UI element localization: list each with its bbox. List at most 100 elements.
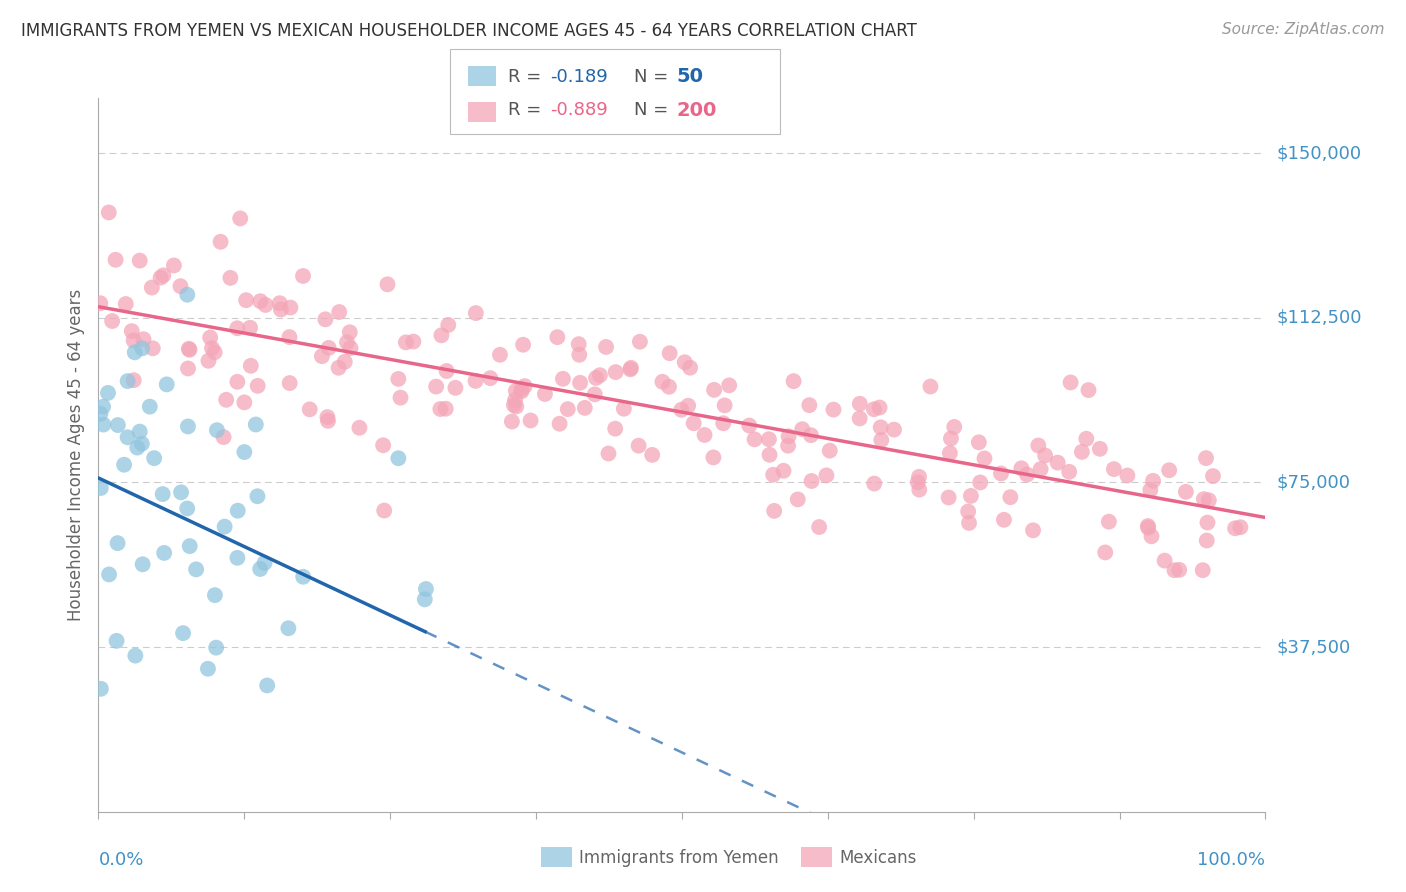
Point bbox=[143, 451, 166, 466]
Point bbox=[170, 485, 193, 500]
Text: R =: R = bbox=[508, 102, 547, 120]
Point bbox=[574, 401, 596, 415]
Point bbox=[104, 252, 127, 267]
Text: IMMIGRANTS FROM YEMEN VS MEXICAN HOUSEHOLDER INCOME AGES 45 - 64 YEARS CORRELATI: IMMIGRANTS FROM YEMEN VS MEXICAN HOUSEHO… bbox=[21, 22, 917, 40]
Point bbox=[229, 211, 252, 226]
Point bbox=[1195, 451, 1218, 466]
Point bbox=[377, 277, 399, 292]
Point bbox=[772, 464, 794, 478]
Point bbox=[226, 504, 249, 518]
Point bbox=[373, 438, 395, 452]
Point bbox=[1202, 469, 1225, 483]
Point bbox=[278, 330, 301, 344]
Point bbox=[863, 476, 886, 491]
Point bbox=[848, 411, 870, 425]
Point bbox=[204, 588, 226, 602]
Point bbox=[920, 379, 942, 393]
Point bbox=[90, 681, 112, 696]
Point bbox=[90, 481, 112, 495]
Point bbox=[505, 384, 527, 398]
Point bbox=[152, 268, 174, 283]
Point bbox=[993, 513, 1015, 527]
Point bbox=[163, 259, 186, 273]
Point bbox=[908, 470, 931, 484]
Point bbox=[177, 419, 200, 434]
Point bbox=[179, 343, 201, 357]
Point bbox=[589, 368, 612, 383]
Point bbox=[179, 539, 201, 553]
Point bbox=[197, 662, 219, 676]
Point bbox=[205, 423, 228, 437]
Point bbox=[430, 328, 453, 343]
Point bbox=[114, 297, 136, 311]
Text: Mexicans: Mexicans bbox=[839, 849, 917, 867]
Point bbox=[1116, 468, 1139, 483]
Point bbox=[939, 432, 962, 446]
Point bbox=[464, 374, 486, 388]
Point bbox=[464, 306, 486, 320]
Point bbox=[318, 341, 340, 355]
Point bbox=[489, 348, 512, 362]
Point bbox=[883, 423, 905, 437]
Point bbox=[127, 441, 149, 455]
Point bbox=[512, 337, 534, 351]
Point bbox=[585, 371, 607, 385]
Point bbox=[339, 341, 361, 355]
Point bbox=[1022, 524, 1045, 538]
Point bbox=[1163, 563, 1185, 577]
Point bbox=[122, 373, 145, 387]
Point bbox=[186, 562, 208, 576]
Point bbox=[758, 448, 780, 462]
Point bbox=[198, 330, 221, 344]
Point bbox=[1029, 462, 1052, 476]
Point bbox=[153, 546, 176, 560]
Text: N =: N = bbox=[634, 68, 673, 86]
Point bbox=[620, 360, 643, 375]
Point bbox=[204, 345, 226, 359]
Text: Immigrants from Yemen: Immigrants from Yemen bbox=[579, 849, 779, 867]
Point bbox=[1223, 521, 1246, 535]
Text: N =: N = bbox=[634, 102, 673, 120]
Point bbox=[97, 205, 120, 219]
Point bbox=[990, 467, 1012, 481]
Point bbox=[627, 439, 650, 453]
Point bbox=[1033, 449, 1056, 463]
Point bbox=[849, 397, 872, 411]
Text: -0.189: -0.189 bbox=[550, 68, 607, 86]
Point bbox=[908, 483, 931, 497]
Point bbox=[595, 340, 617, 354]
Point bbox=[121, 324, 143, 338]
Point bbox=[328, 305, 350, 319]
Text: $150,000: $150,000 bbox=[1277, 144, 1361, 162]
Point bbox=[1010, 461, 1032, 475]
Point bbox=[91, 400, 114, 414]
Point bbox=[1076, 432, 1098, 446]
Point bbox=[209, 235, 232, 249]
Point bbox=[651, 375, 673, 389]
Point bbox=[658, 380, 681, 394]
Point bbox=[239, 320, 262, 334]
Point bbox=[349, 421, 371, 435]
Point bbox=[1000, 490, 1022, 504]
Point bbox=[957, 516, 980, 530]
Point bbox=[373, 503, 395, 517]
Point bbox=[1094, 545, 1116, 559]
Point bbox=[510, 382, 533, 396]
Point bbox=[212, 430, 235, 444]
Point bbox=[235, 293, 257, 308]
Point bbox=[395, 335, 418, 350]
Point bbox=[939, 446, 962, 460]
Point bbox=[799, 398, 821, 412]
Point bbox=[605, 422, 627, 436]
Point bbox=[128, 425, 150, 439]
Point bbox=[176, 501, 198, 516]
Point bbox=[605, 365, 627, 379]
Point bbox=[269, 296, 291, 310]
Point bbox=[387, 372, 409, 386]
Point bbox=[907, 475, 929, 490]
Point bbox=[519, 413, 541, 427]
Point bbox=[256, 678, 278, 692]
Point bbox=[197, 353, 219, 368]
Point bbox=[219, 271, 242, 285]
Point bbox=[277, 621, 299, 635]
